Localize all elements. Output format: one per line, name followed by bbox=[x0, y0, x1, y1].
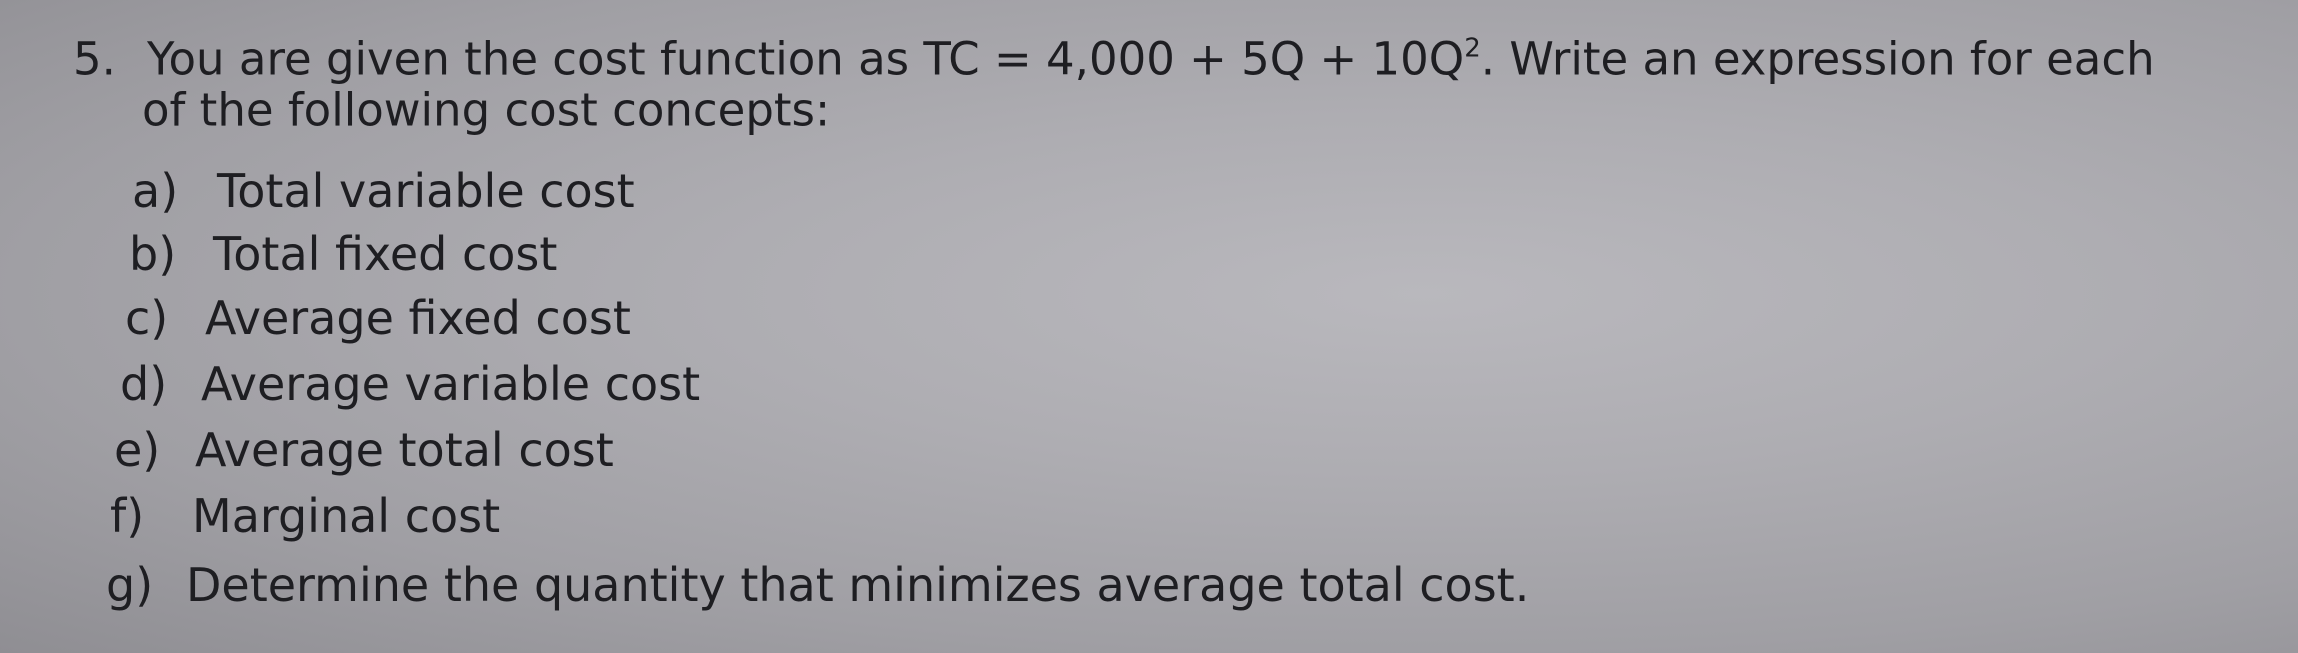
item-text: Total variable cost bbox=[217, 164, 635, 218]
item-letter: b) bbox=[129, 227, 177, 281]
question-line: of the following cost concepts: bbox=[142, 83, 831, 137]
item-text: Determine the quantity that minimizes av… bbox=[186, 558, 1530, 612]
item-letter: e) bbox=[114, 423, 161, 477]
item-text: Total fixed cost bbox=[213, 227, 558, 281]
item-text: Average total cost bbox=[195, 423, 614, 477]
item-letter: a) bbox=[132, 164, 179, 218]
item-text: Marginal cost bbox=[192, 489, 501, 543]
question-text: You are given the cost function as TC = … bbox=[147, 32, 1465, 86]
item-letter: d) bbox=[120, 357, 168, 411]
item-text: Average variable cost bbox=[201, 357, 701, 411]
superscript: 2 bbox=[1464, 33, 1481, 64]
item-letter: g) bbox=[106, 558, 154, 612]
item-letter: f) bbox=[110, 489, 145, 543]
question-number: 5. bbox=[73, 32, 116, 86]
item-letter: c) bbox=[125, 291, 169, 345]
item-text: Average fixed cost bbox=[205, 291, 631, 345]
question-line: You are given the cost function as TC = … bbox=[147, 33, 2155, 82]
question-text: . Write an expression for each bbox=[1480, 32, 2155, 86]
